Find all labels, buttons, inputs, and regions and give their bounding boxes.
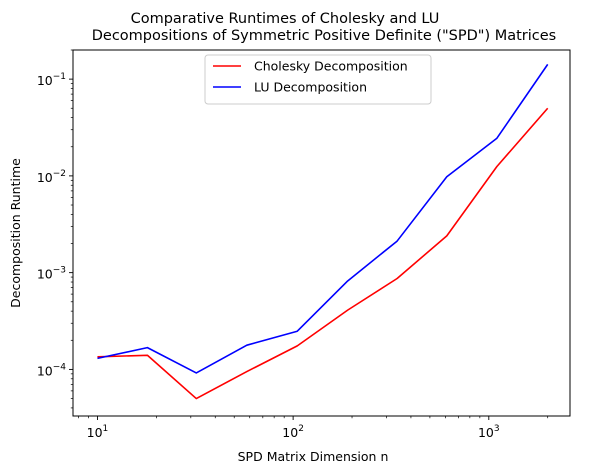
y-tick-label: 10−1	[37, 72, 66, 88]
legend-label-cholesky: Cholesky Decomposition	[254, 59, 408, 74]
legend-label-lu: LU Decomposition	[254, 80, 367, 95]
x-tick-label: 102	[282, 424, 304, 440]
plot-area	[72, 49, 571, 417]
y-tick-label: 10−3	[37, 266, 66, 282]
legend: Cholesky Decomposition LU Decomposition	[204, 54, 432, 105]
y-axis: 10−4 10−3 10−2 10−1	[37, 49, 73, 409]
chart-title-line1: Comparative Runtimes of Cholesky and LU	[131, 11, 440, 27]
x-tick-label: 101	[87, 424, 109, 440]
series-line-lu	[97, 63, 549, 374]
x-axis-label: SPD Matrix Dimension n	[238, 449, 389, 464]
series-line-cholesky	[97, 107, 549, 400]
y-tick-label: 10−4	[37, 362, 66, 378]
series-lines	[97, 63, 549, 400]
legend-box	[204, 54, 432, 105]
y-tick-label: 10−2	[37, 169, 66, 185]
x-tick-label: 103	[478, 424, 500, 440]
y-axis-label: Decomposition Runtime	[8, 158, 23, 308]
chart-title-line2: Decompositions of Symmetric Positive Def…	[92, 28, 557, 44]
x-axis: 101 102 103	[78, 416, 549, 440]
